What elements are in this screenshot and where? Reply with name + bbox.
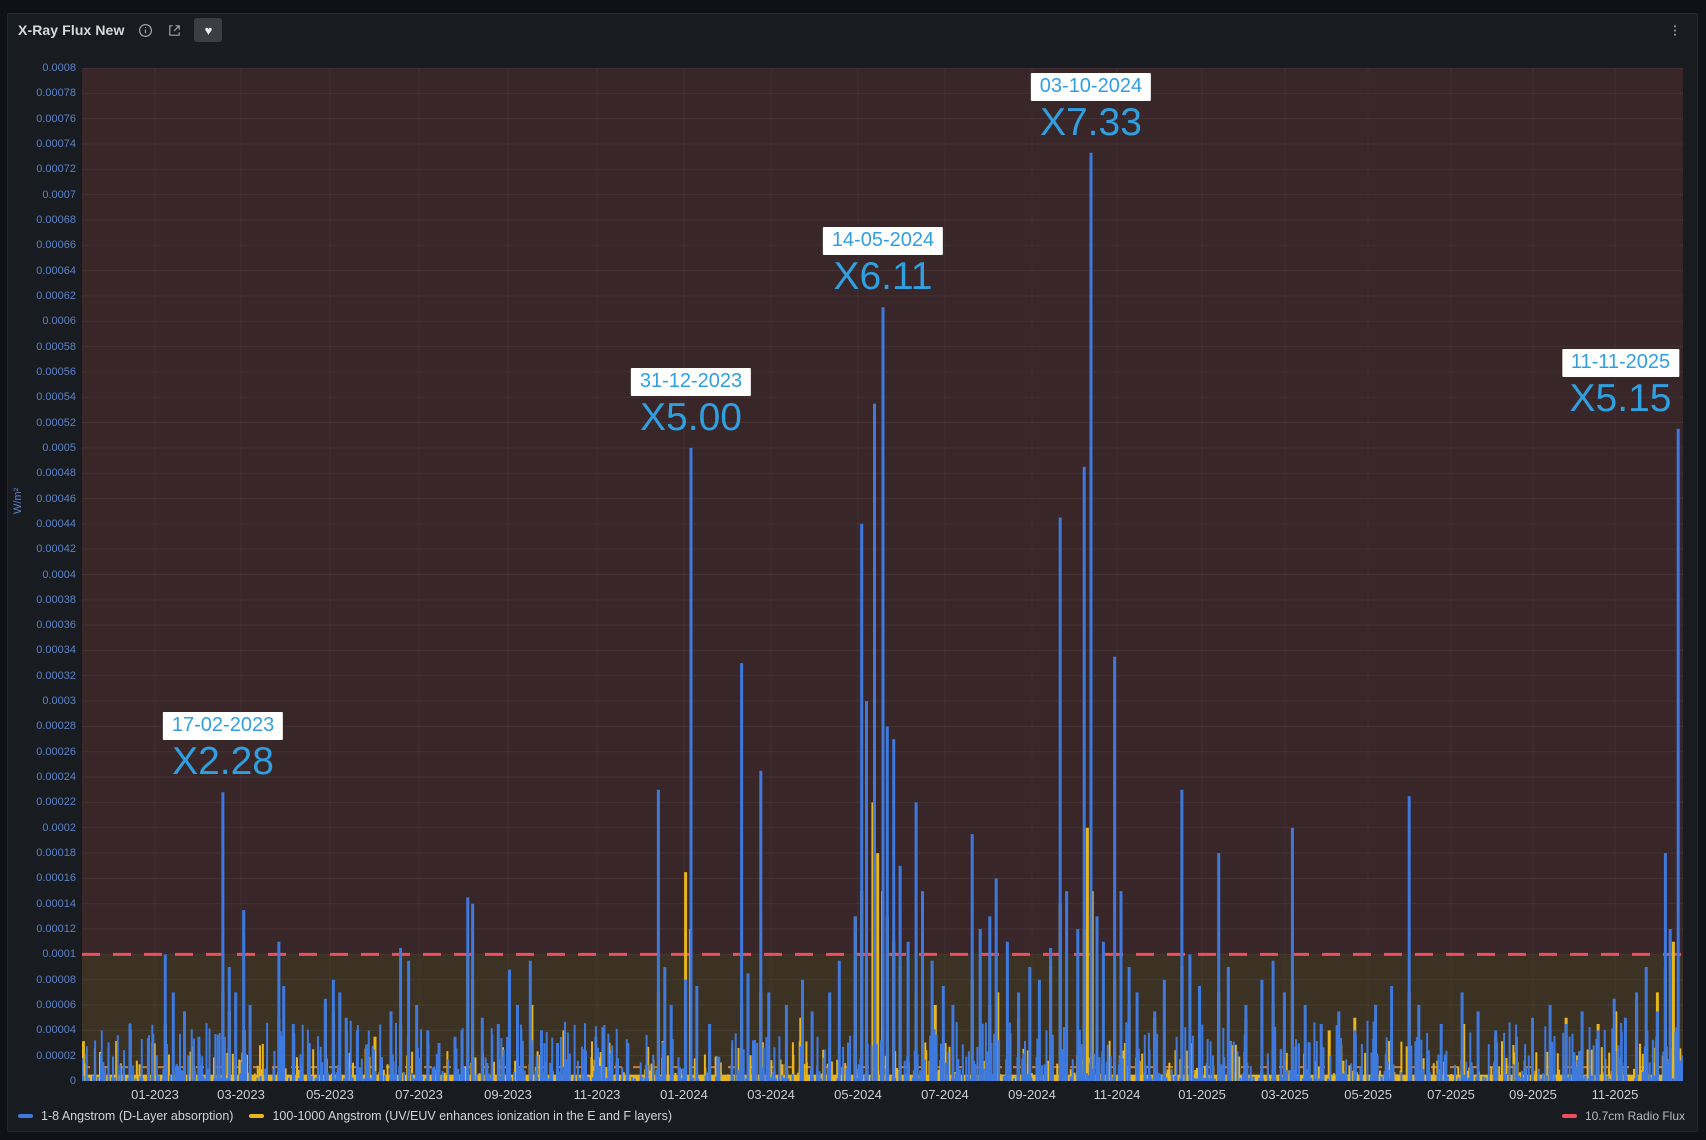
- y-tick-label: 0.00034: [36, 644, 76, 657]
- x-tick-label: 09-2023: [484, 1087, 532, 1102]
- y-tick-label: 0.00056: [36, 365, 76, 378]
- xray-flux-panel: X-Ray Flux New ♥ … W/m² 0.0008 0.00078 0.0…: [7, 13, 1698, 1132]
- x-tick-label: 07-2025: [1427, 1087, 1475, 1102]
- y-tick-label: 0: [69, 1075, 76, 1087]
- legend-swatch-red: [1561, 1114, 1577, 1118]
- x-tick-label: 01-2025: [1178, 1087, 1226, 1102]
- y-tick-label: 0.00048: [36, 467, 76, 480]
- x-tick-label: 09-2024: [1008, 1087, 1056, 1102]
- y-tick-label: 0.00066: [36, 239, 76, 252]
- y-tick-label: 0.00002: [36, 1049, 76, 1062]
- y-tick-label: 0.0004: [42, 568, 76, 581]
- y-tick-label: 0.00026: [36, 745, 76, 758]
- legend-swatch-yellow: [249, 1114, 265, 1118]
- x-tick-label: 11-2025: [1591, 1087, 1639, 1102]
- y-tick-label: 0.00046: [36, 492, 76, 505]
- y-tick-label: 0.00008: [36, 973, 76, 986]
- heart-icon: ♥: [204, 22, 213, 38]
- legend: 1-8 Angstrom (D-Layer absorption) 100-10…: [18, 1103, 1685, 1129]
- y-tick-label: 0.00014: [36, 897, 76, 910]
- y-tick-label: 0.00044: [36, 517, 76, 530]
- y-tick-label: 0.00054: [36, 391, 76, 404]
- x-tick-label: 03-2024: [747, 1087, 795, 1102]
- y-tick-label: 0.00078: [36, 87, 76, 100]
- y-tick-label: 0.00042: [36, 543, 76, 556]
- legend-item-100-1000-angstrom[interactable]: 100-1000 Angstrom (UV/EUV enhances ioniz…: [249, 1109, 672, 1123]
- x-tick-label: 05-2024: [834, 1087, 882, 1102]
- x-tick-label: 07-2023: [395, 1087, 443, 1102]
- y-tick-label: 0.00064: [36, 264, 76, 277]
- y-tick-label: 0.0003: [42, 695, 76, 708]
- x-tick-label: 05-2025: [1344, 1087, 1392, 1102]
- y-tick-label: 0.00068: [36, 213, 76, 226]
- panel-header: X-Ray Flux New ♥ …: [8, 14, 1697, 46]
- y-tick-label: 0.0005: [42, 441, 76, 454]
- y-tick-label: 0.00004: [36, 1024, 76, 1037]
- plot-area[interactable]: 17-02-2023 X2.28 31-12-2023 X5.00 14-05-2024…: [82, 68, 1683, 1081]
- legend-item-1-8-angstrom[interactable]: 1-8 Angstrom (D-Layer absorption): [18, 1109, 233, 1123]
- y-tick-label: 0.00028: [36, 720, 76, 733]
- y-tick-label: 0.00074: [36, 137, 76, 150]
- x-tick-label: 05-2023: [306, 1087, 354, 1102]
- y-tick-label: 0.00032: [36, 669, 76, 682]
- y-tick-label: 0.0006: [42, 315, 76, 328]
- panel-title: X-Ray Flux New: [18, 22, 125, 38]
- y-tick-label: 0.00016: [36, 872, 76, 885]
- x-tick-label: 03-2023: [217, 1087, 265, 1102]
- x-tick-label: 01-2024: [660, 1087, 708, 1102]
- info-icon[interactable]: [138, 23, 153, 38]
- x-tick-label: 03-2025: [1261, 1087, 1309, 1102]
- y-tick-label: 0.0007: [42, 188, 76, 201]
- x-tick-label: 07-2024: [921, 1087, 969, 1102]
- y-tick-label: 0.0002: [42, 821, 76, 834]
- y-tick-label: 0.00024: [36, 771, 76, 784]
- legend-item-radio-flux[interactable]: 10.7cm Radio Flux: [1561, 1109, 1685, 1123]
- y-tick-label: 0.00062: [36, 289, 76, 302]
- x-tick-label: 09-2025: [1509, 1087, 1557, 1102]
- y-tick-label: 0.00022: [36, 796, 76, 809]
- external-link-icon[interactable]: [167, 23, 182, 38]
- x-tick-label: 01-2023: [131, 1087, 179, 1102]
- y-tick-label: 0.0001: [42, 948, 76, 961]
- y-tick-label: 0.00018: [36, 847, 76, 860]
- heart-button[interactable]: ♥: [194, 18, 223, 42]
- kebab-menu-icon[interactable]: …: [1670, 23, 1686, 37]
- y-tick-label: 0.00072: [36, 163, 76, 176]
- y-tick-label: 0.00012: [36, 923, 76, 936]
- y-tick-label: 0.00038: [36, 593, 76, 606]
- y-tick-label: 0.00058: [36, 340, 76, 353]
- x-tick-label: 11-2023: [573, 1087, 621, 1102]
- y-tick-label: 0.0008: [42, 62, 76, 74]
- x-tick-label: 11-2024: [1093, 1087, 1141, 1102]
- y-tick-label: 0.00006: [36, 999, 76, 1012]
- y-tick-label: 0.00052: [36, 416, 76, 429]
- y-tick-label: 0.00036: [36, 619, 76, 632]
- y-tick-label: 0.00076: [36, 112, 76, 125]
- legend-swatch-blue: [18, 1114, 33, 1118]
